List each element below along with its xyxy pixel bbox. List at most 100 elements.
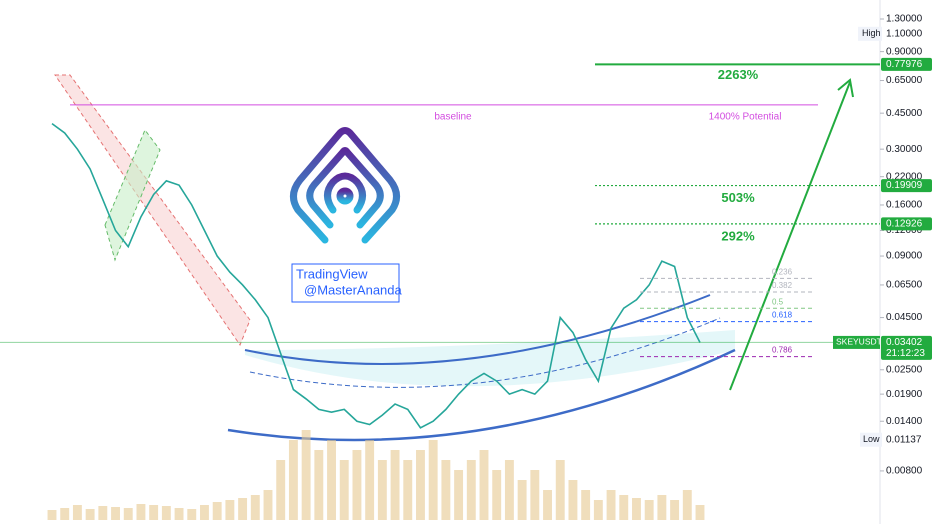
high-value: 1.10000 xyxy=(886,28,923,39)
volume-bar xyxy=(682,490,692,520)
volume-bar xyxy=(504,460,514,520)
volume-bar xyxy=(454,470,464,520)
volume-bar xyxy=(339,460,349,520)
fib-label: 0.5 xyxy=(772,297,784,306)
volume-bar xyxy=(492,470,502,520)
volume-bar xyxy=(403,460,413,520)
volume-bar xyxy=(657,495,667,520)
high-label: High xyxy=(862,28,881,38)
volume-bar xyxy=(365,440,375,520)
volume-bar xyxy=(263,490,273,520)
volume-bar xyxy=(111,507,120,520)
volume-bar xyxy=(428,440,438,520)
y-tick-label: 0.01400 xyxy=(886,416,923,427)
volume-bar xyxy=(123,508,133,520)
y-tick-label: 0.06500 xyxy=(886,280,923,291)
volume-bar xyxy=(517,480,527,520)
volume-bar xyxy=(619,495,629,520)
arrow xyxy=(729,81,851,391)
watermark: @MasterAnanda xyxy=(304,282,403,297)
volume-bar xyxy=(85,509,95,520)
volume-bar xyxy=(314,450,324,520)
y-tick-label: 0.02500 xyxy=(886,364,923,375)
volume-bar xyxy=(555,460,565,520)
volume-bar xyxy=(327,440,336,520)
down-channel xyxy=(54,74,251,347)
up-channel xyxy=(104,129,161,262)
fib-label: 0.382 xyxy=(772,281,793,290)
volume-bar xyxy=(149,505,159,520)
y-tick-label: 0.01900 xyxy=(886,389,923,400)
volume-bar xyxy=(161,506,171,520)
target-value: 0.19909 xyxy=(886,180,923,191)
logo xyxy=(290,127,400,244)
volume-bar xyxy=(390,450,400,520)
target-percent: 292% xyxy=(721,228,755,243)
volume-bar xyxy=(187,509,197,520)
target-value: 0.12926 xyxy=(886,219,923,230)
volume-bar xyxy=(441,460,451,520)
target-tag xyxy=(881,57,932,71)
symbol-tag xyxy=(833,335,880,349)
volume-bar xyxy=(288,440,298,520)
symbol-label: SKEYUSDT xyxy=(836,337,882,347)
volume-bar xyxy=(352,450,362,520)
baseline-label: baseline xyxy=(434,112,472,123)
low-tag xyxy=(860,432,882,447)
volume-bar xyxy=(72,505,82,520)
y-tick-label: 0.04500 xyxy=(886,312,923,323)
bowl-bottom xyxy=(227,348,736,442)
volume-bar xyxy=(568,480,578,520)
target-percent: 503% xyxy=(721,190,755,205)
bowl-mid xyxy=(249,317,721,388)
target-tag xyxy=(881,217,932,231)
price-time: 21:12:23 xyxy=(886,348,925,359)
volume-bar xyxy=(174,508,184,520)
y-tick-label: 0.45000 xyxy=(886,108,923,119)
volume-bar xyxy=(238,498,248,520)
price-value: 0.03402 xyxy=(886,337,923,348)
target-tag xyxy=(881,179,932,193)
volume-bar xyxy=(466,460,476,520)
y-tick-label: 1.30000 xyxy=(886,14,923,25)
volume-bar xyxy=(530,470,540,520)
volume-bar xyxy=(593,500,603,520)
volume-bar xyxy=(276,460,286,520)
baseline-note: 1400% Potential xyxy=(709,112,782,123)
y-tick-label: 0.22000 xyxy=(886,171,923,182)
volume-bar xyxy=(479,450,489,520)
volume-bar xyxy=(644,500,654,520)
volume-bar xyxy=(212,502,222,520)
volume-bar xyxy=(416,450,425,520)
bowl-top xyxy=(244,294,711,365)
watermark-box xyxy=(291,263,400,303)
volume-bar xyxy=(98,506,108,520)
volume-bar xyxy=(377,460,387,520)
volume-bar xyxy=(200,505,209,520)
target-percent: 2263% xyxy=(718,67,759,82)
fib-label: 0.786 xyxy=(772,346,793,355)
volume-bar xyxy=(60,508,70,520)
y-tick-label: 0.90000 xyxy=(886,46,923,57)
volume-bar xyxy=(301,430,311,520)
volume-bar xyxy=(543,490,552,520)
y-tick-label: 0.12000 xyxy=(886,225,923,236)
watermark: TradingView xyxy=(296,266,368,281)
volume-bar xyxy=(47,510,57,520)
volume-bar xyxy=(632,498,641,520)
volume-bar xyxy=(250,495,260,520)
fib-label: 0.236 xyxy=(772,267,793,276)
low-label: Low xyxy=(863,434,880,444)
fib-label: 0.618 xyxy=(772,311,793,320)
volume-bar xyxy=(695,505,705,520)
y-tick-label: 0.09000 xyxy=(886,251,923,262)
y-tick-label: 0.65000 xyxy=(886,75,923,86)
volume-bar xyxy=(670,500,680,520)
low-value: 0.01137 xyxy=(886,434,922,445)
y-tick-label: 0.30000 xyxy=(886,144,923,155)
bowl-fill xyxy=(245,330,735,387)
arrow-head xyxy=(837,78,854,98)
high-tag xyxy=(858,26,882,41)
target-value: 0.77976 xyxy=(886,59,923,70)
